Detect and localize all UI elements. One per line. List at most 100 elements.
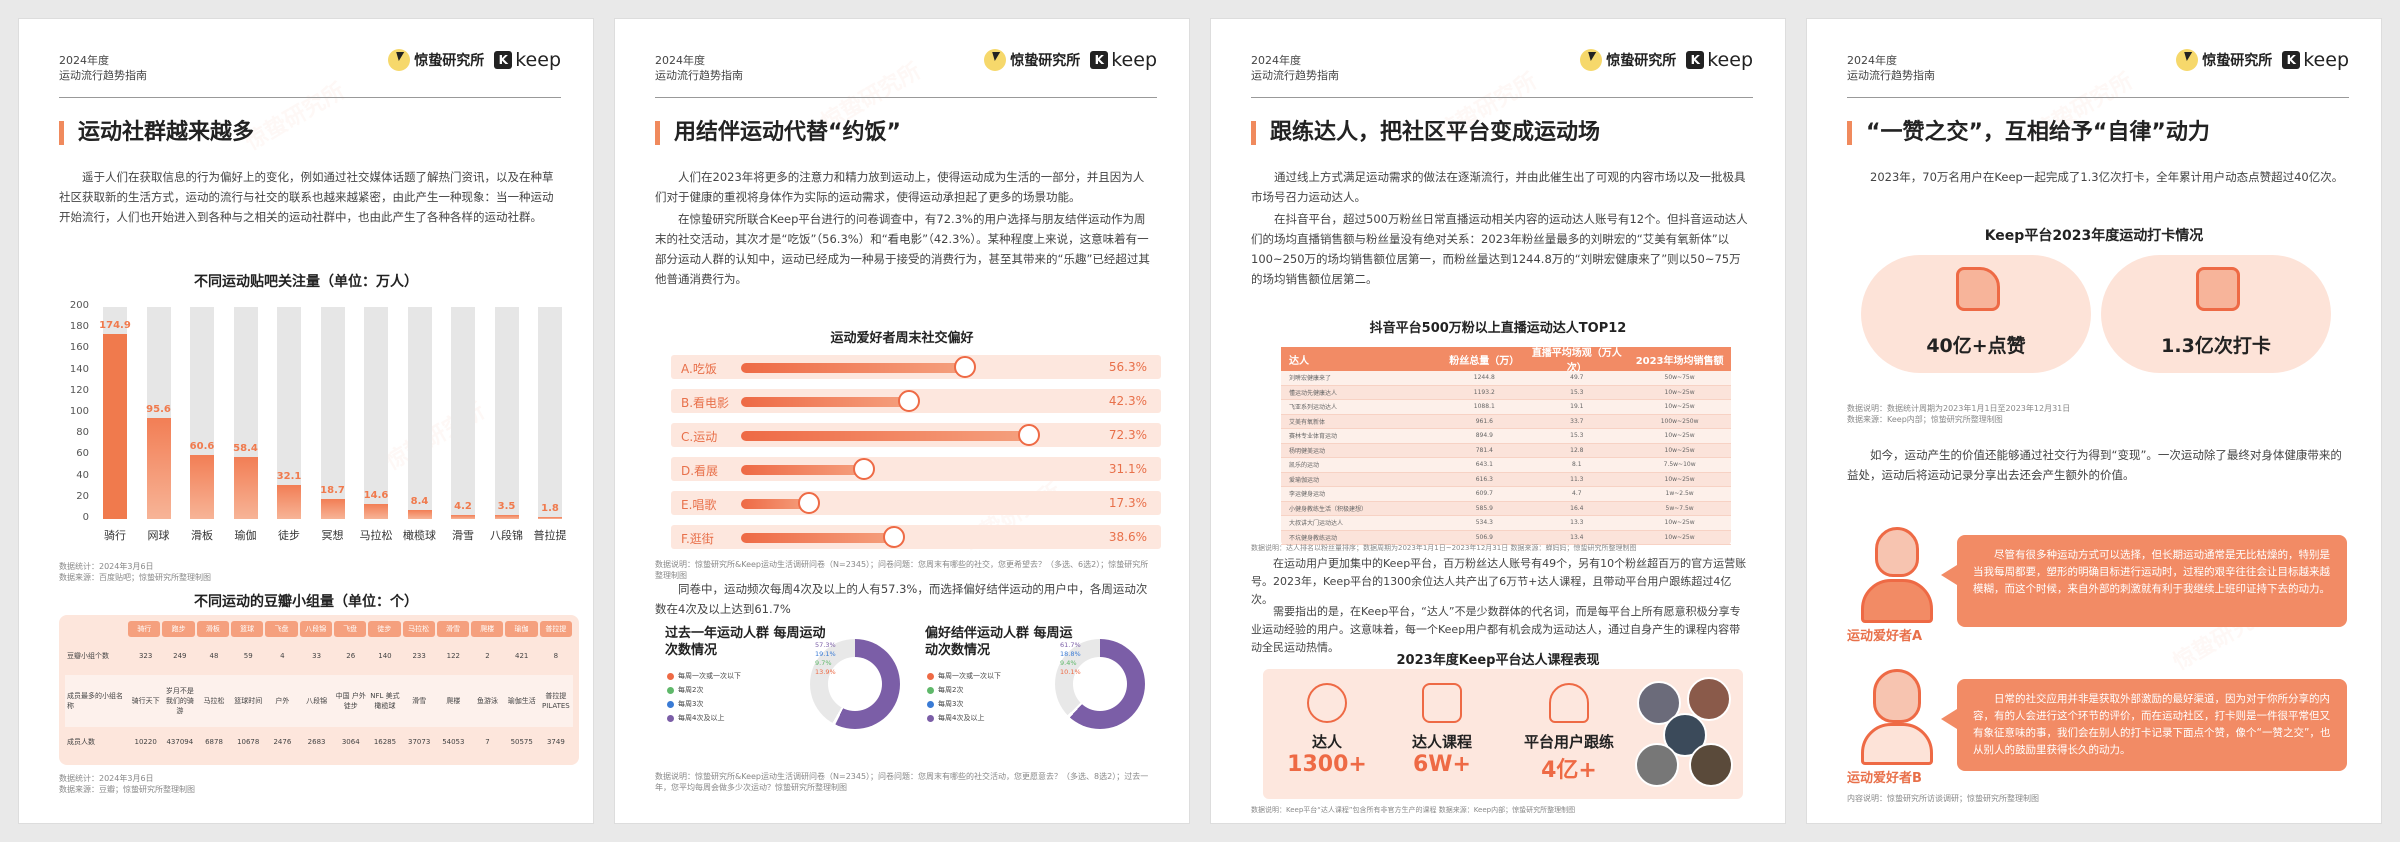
table-cell: 户外 — [275, 697, 290, 705]
keep-logo-icon: K — [1686, 51, 1705, 69]
y-tick-label: 0 — [82, 512, 89, 523]
y-tick-label: 40 — [76, 469, 89, 481]
paragraph: 在抖音平台，超过500万粉丝日常直播运动相关内容的运动达人账号有12个。但抖音运… — [1251, 212, 1748, 286]
table-cell: 534.3 — [1475, 519, 1493, 527]
legend-item: 每周一次或一次以下 — [927, 669, 1001, 683]
divider — [1847, 97, 2349, 98]
table-cell: 100w~250w — [1660, 417, 1699, 425]
table-cell: 7.5w~10w — [1663, 461, 1696, 469]
bar-fill — [741, 465, 866, 475]
bar-fill — [741, 431, 1031, 441]
avatar — [1689, 743, 1733, 787]
x-tick-label: 八段锦 — [490, 529, 523, 542]
table-note: 数据说明：达人排名以粉丝量排序；数据周期为2023年1月1日~2023年12月3… — [1251, 544, 1637, 552]
bar-background — [277, 307, 301, 519]
thumbs-up-icon — [1956, 267, 2000, 311]
table-cell: 爱瑜伽运动 — [1289, 476, 1320, 484]
legend-item: 每周2次 — [667, 683, 741, 697]
preference-row: B.看电影 42.3% — [671, 389, 1161, 413]
bar-label: B.看电影 — [681, 396, 730, 410]
bar — [451, 514, 475, 519]
bar-background — [451, 307, 475, 519]
table-cell: 飞亚系列运动达人 — [1289, 404, 1338, 412]
table-cell: 33 — [312, 652, 322, 660]
bar — [494, 515, 519, 519]
header-cell: 2023年场均销售额 — [1635, 355, 1724, 367]
ring1-chart — [810, 639, 900, 729]
table-cell: 中国 户外徒步 — [335, 692, 366, 710]
ring1-title: 过去一年运动人群 每周运动次数情况 — [665, 626, 826, 658]
table-cell: 323 — [138, 652, 153, 660]
bolt-icon — [388, 49, 411, 71]
table-cell: 19.1 — [1570, 403, 1584, 411]
card-title: Keep平台2023年度运动打卡情况 — [1984, 228, 2204, 244]
table-row: 凯乐的运动 643.1 8.1 7.5w~10w — [1281, 458, 1731, 473]
paragraph: 2023年，70万名用户在Keep一起完成了1.3亿次打卡，全年累计用户动态点赞… — [1870, 170, 2344, 184]
preference-row: C.运动 72.3% — [671, 423, 1161, 447]
bolt-icon — [2176, 49, 2199, 71]
bar-background — [538, 307, 562, 519]
table-row: 飞亚系列运动达人 1088.1 19.1 10w~25w — [1281, 400, 1731, 415]
table-cell: 249 — [173, 652, 187, 660]
likes-card: 40亿+点赞 — [1861, 255, 2091, 373]
table-cell: 781.4 — [1475, 446, 1493, 454]
table-cell: 4.7 — [1572, 490, 1582, 498]
table-cell: 2476 — [273, 738, 292, 746]
stats-panel: 达人 1300+ 达人课程 6W+ 平台用户跟练 4亿+ — [1263, 669, 1743, 799]
header-cell: 篮球 — [231, 621, 264, 637]
paragraph: 遥于人们在获取信息的行为偏好上的变化，例如通过社交媒体话题了解热门资讯，以及在种… — [59, 170, 554, 224]
table-cell: 961.6 — [1475, 417, 1493, 425]
table-cell: 鱼游泳 — [477, 697, 499, 705]
table-cell: 609.7 — [1475, 490, 1493, 498]
table-cell: 小健身教练生活（积极建想） — [1289, 505, 1368, 513]
header-cell: 骑行 — [128, 621, 161, 637]
bar-label: F.逛街 — [681, 532, 714, 546]
table-cell: 49.7 — [1570, 374, 1584, 382]
table-row: 懂运动先健康达人 1193.2 15.3 10w~25w — [1281, 386, 1731, 400]
table-cell: 6878 — [205, 738, 223, 746]
header-cell: 跑步 — [162, 621, 195, 637]
table-row: 李运健身运动 609.7 4.7 1w~2.5w — [1281, 487, 1731, 502]
bar — [146, 417, 171, 519]
table-cell: 3749 — [546, 738, 565, 746]
bar-value: 17.3% — [1108, 496, 1147, 510]
table-cell: 8 — [553, 652, 559, 660]
table-cell: 59 — [243, 652, 253, 660]
table-cell: 421 — [515, 652, 529, 660]
ring2-legend: 每周一次或一次以下 每周2次 每周3次 每周4次及以上 — [927, 669, 1001, 725]
avatar — [1637, 681, 1681, 725]
chart-title: 不同运动贴吧关注量（单位：万人） — [194, 274, 418, 290]
header-text: 2024年度 运动流行趋势指南 — [1251, 54, 1339, 82]
calendar-check-icon — [2196, 267, 2240, 311]
stats-title: 2023年度Keep平台达人课程表现 — [1396, 653, 1600, 668]
table-cell: 48 — [209, 652, 219, 660]
table-cell: 不坑健身教练运动 — [1289, 534, 1338, 542]
douban-table: 骑行 跑步 滑板 篮球 飞盘 八段锦 飞盘 徒步 马拉松 滑雪 爬楼 瑜伽 普拉提 豆瓣小组个数 323 24… — [59, 615, 579, 765]
table-cell: 13.3 — [1570, 519, 1584, 527]
bar — [364, 503, 388, 519]
table-cell: 艾美有氧新体 — [1289, 418, 1326, 426]
page-note: 内容说明：惊蛰研究所访谈调研；惊蛰研究所整理制图 — [1847, 794, 2039, 803]
table-cell: 1088.1 — [1473, 403, 1495, 411]
table-cell: 12.8 — [1570, 446, 1584, 454]
table-cell: 50575 — [510, 738, 533, 746]
table-cell: 10w~25w — [1664, 475, 1695, 483]
paragraph: 需要指出的是，在Keep平台，“达人”不是少数群体的代名词，而是每平台上所有愿意… — [1251, 605, 1741, 654]
table-cell: 10w~25w — [1664, 446, 1695, 454]
header-cell: 达人 — [1289, 355, 1309, 367]
header-cell: 直播平均场观（万人次） — [1531, 348, 1622, 374]
row-label: 豆瓣小组个数 — [67, 652, 109, 660]
legend-item: 每周2次 — [927, 683, 1001, 697]
bar-fill — [741, 533, 896, 543]
header-cell: 徒步 — [368, 621, 401, 637]
header-cell: 马拉松 — [402, 621, 435, 637]
table-cell: 滑雪 — [412, 697, 427, 705]
bar-value: 72.3% — [1108, 428, 1147, 442]
bars-title: 运动爱好者周末社交偏好 — [830, 331, 974, 346]
medal-icon — [1307, 683, 1347, 723]
y-tick-label: 80 — [76, 427, 89, 439]
users-icon — [1549, 683, 1589, 723]
